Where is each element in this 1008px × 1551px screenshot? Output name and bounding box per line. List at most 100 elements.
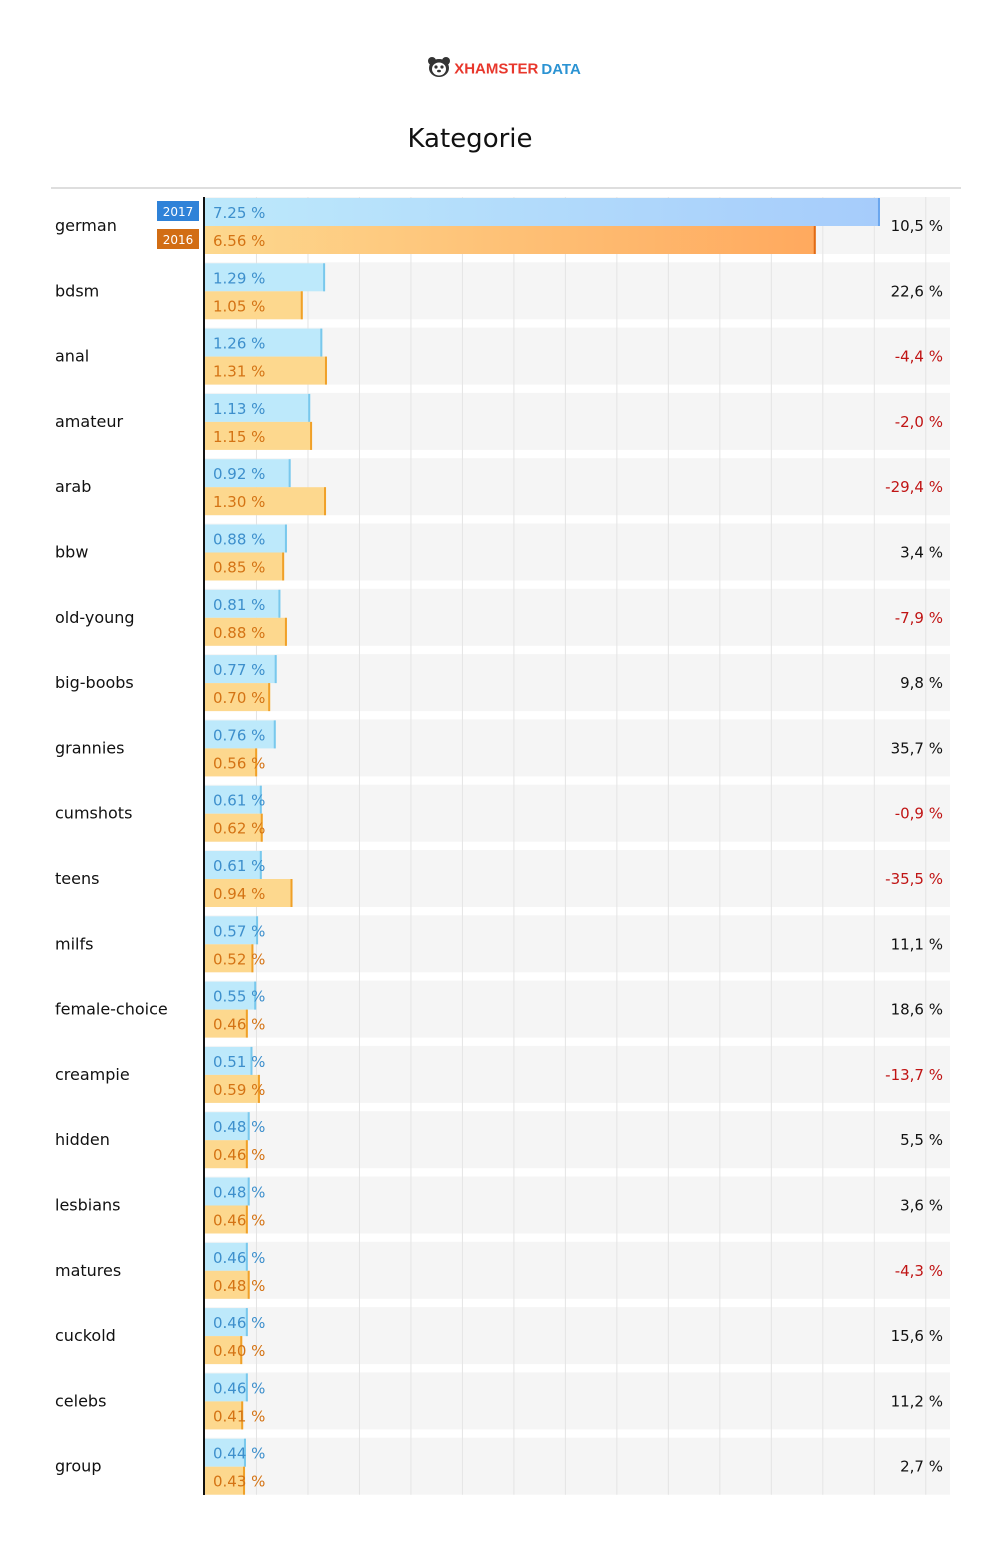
category-label: female-choice	[55, 1000, 168, 1019]
row-background	[205, 1045, 950, 1103]
logo-brand-suffix: DATA	[541, 60, 581, 78]
bar-2017-creampie	[205, 1046, 253, 1075]
value-label-2017: 0.81 %	[213, 596, 265, 614]
bar-2016-edge	[310, 421, 313, 450]
bar-2016-edge	[324, 487, 327, 516]
bar-2017-edge	[278, 589, 281, 618]
row-background	[205, 1372, 950, 1430]
value-label-2016: 0.46 %	[213, 1146, 265, 1164]
change-label: -13,7 %	[885, 1066, 943, 1084]
bar-2016-edge	[324, 356, 327, 385]
bar-2017-edge	[320, 328, 323, 357]
bar-2017-matures	[205, 1242, 248, 1271]
legend-badge-2016	[157, 229, 199, 249]
bar-2017-edge	[245, 1242, 248, 1271]
bar-2017-edge	[250, 1046, 253, 1075]
bar-2017-bdsm	[205, 263, 326, 292]
value-label-2016: 1.30 %	[213, 493, 265, 511]
row-background	[205, 1437, 950, 1495]
change-label: 22,6 %	[891, 282, 943, 300]
change-label: -2,0 %	[895, 413, 943, 431]
bar-2016-lesbians	[205, 1205, 248, 1234]
bar-2017-big-boobs	[205, 655, 277, 684]
category-label: cuckold	[55, 1326, 116, 1345]
value-label-2016: 0.52 %	[213, 950, 265, 968]
category-label: group	[55, 1457, 101, 1476]
bar-2017-edge	[245, 1373, 248, 1402]
change-label: 3,4 %	[900, 544, 943, 562]
value-label-2016: 0.56 %	[213, 754, 265, 772]
bar-2017-german	[205, 198, 880, 226]
category-label: milfs	[55, 934, 93, 953]
value-label-2016: 1.15 %	[213, 428, 265, 446]
category-label: lesbians	[55, 1196, 121, 1215]
category-label: cumshots	[55, 804, 132, 823]
chart-title: Kategorie	[407, 124, 533, 154]
value-label-2016: 0.46 %	[213, 1016, 265, 1034]
bar-2016-edge	[268, 683, 271, 712]
change-label: 2,7 %	[900, 1458, 943, 1476]
bar-2016-milfs	[205, 944, 254, 973]
value-label-2017: 7.25 %	[213, 204, 265, 222]
bar-2016-big-boobs	[205, 683, 271, 712]
bar-2016-german	[205, 226, 816, 254]
bar-2016-edge	[255, 748, 258, 777]
value-label-2016: 0.40 %	[213, 1342, 265, 1360]
category-label: teens	[55, 869, 99, 888]
value-label-2017: 0.48 %	[213, 1184, 265, 1202]
bar-2017-edge	[247, 1177, 250, 1206]
bar-2016-edge	[260, 813, 263, 842]
bar-2017-edge	[274, 655, 277, 684]
bar-2017-arab	[205, 459, 291, 488]
value-label-2016: 0.88 %	[213, 624, 265, 642]
legend-label-2016: 2016	[163, 233, 194, 247]
bar-2017-teens	[205, 851, 262, 879]
change-label: 5,5 %	[900, 1131, 943, 1149]
bar-2016-hidden	[205, 1140, 248, 1169]
bar-2017-edge	[247, 1112, 250, 1141]
bar-2016-matures	[205, 1270, 250, 1299]
row-background	[205, 262, 950, 320]
value-label-2016: 0.46 %	[213, 1212, 265, 1230]
bar-2016-edge	[813, 226, 816, 254]
value-label-2017: 0.48 %	[213, 1118, 265, 1136]
bar-2017-female-choice	[205, 981, 257, 1010]
bar-2016-bdsm	[205, 291, 303, 320]
bar-2017-cumshots	[205, 785, 262, 814]
value-label-2017: 1.29 %	[213, 269, 265, 287]
change-label: 15,6 %	[891, 1327, 943, 1345]
value-label-2017: 0.55 %	[213, 988, 265, 1006]
bar-2017-group	[205, 1438, 246, 1467]
row-background	[205, 654, 950, 712]
row-background	[205, 458, 950, 516]
bar-2016-edge	[284, 617, 287, 646]
bar-2017-edge	[323, 263, 326, 292]
row-background	[205, 915, 950, 973]
bar-2016-edge	[243, 1466, 246, 1495]
bar-2016-group	[205, 1466, 246, 1495]
bar-2016-edge	[241, 1401, 244, 1430]
value-label-2017: 0.88 %	[213, 531, 265, 549]
bar-2017-grannies	[205, 720, 276, 749]
change-label: 18,6 %	[891, 1001, 943, 1019]
bar-2016-creampie	[205, 1074, 260, 1103]
row-background	[205, 1241, 950, 1299]
category-label: big-boobs	[55, 673, 134, 692]
bar-2017-edge	[256, 916, 259, 945]
legend-badge-2017	[157, 201, 199, 221]
row-background	[205, 1111, 950, 1169]
category-label: hidden	[55, 1130, 110, 1149]
bar-2016-old-young	[205, 617, 287, 646]
bar-2016-edge	[245, 1009, 248, 1038]
value-label-2017: 1.13 %	[213, 400, 265, 418]
category-label: anal	[55, 347, 89, 366]
bar-2017-edge	[259, 851, 262, 879]
row-background	[205, 784, 950, 842]
bar-2017-edge	[288, 459, 291, 488]
category-label: grannies	[55, 738, 124, 757]
value-label-2017: 0.46 %	[213, 1249, 265, 1267]
row-background	[205, 523, 950, 581]
bar-2016-edge	[282, 552, 285, 581]
bar-2016-arab	[205, 487, 327, 516]
